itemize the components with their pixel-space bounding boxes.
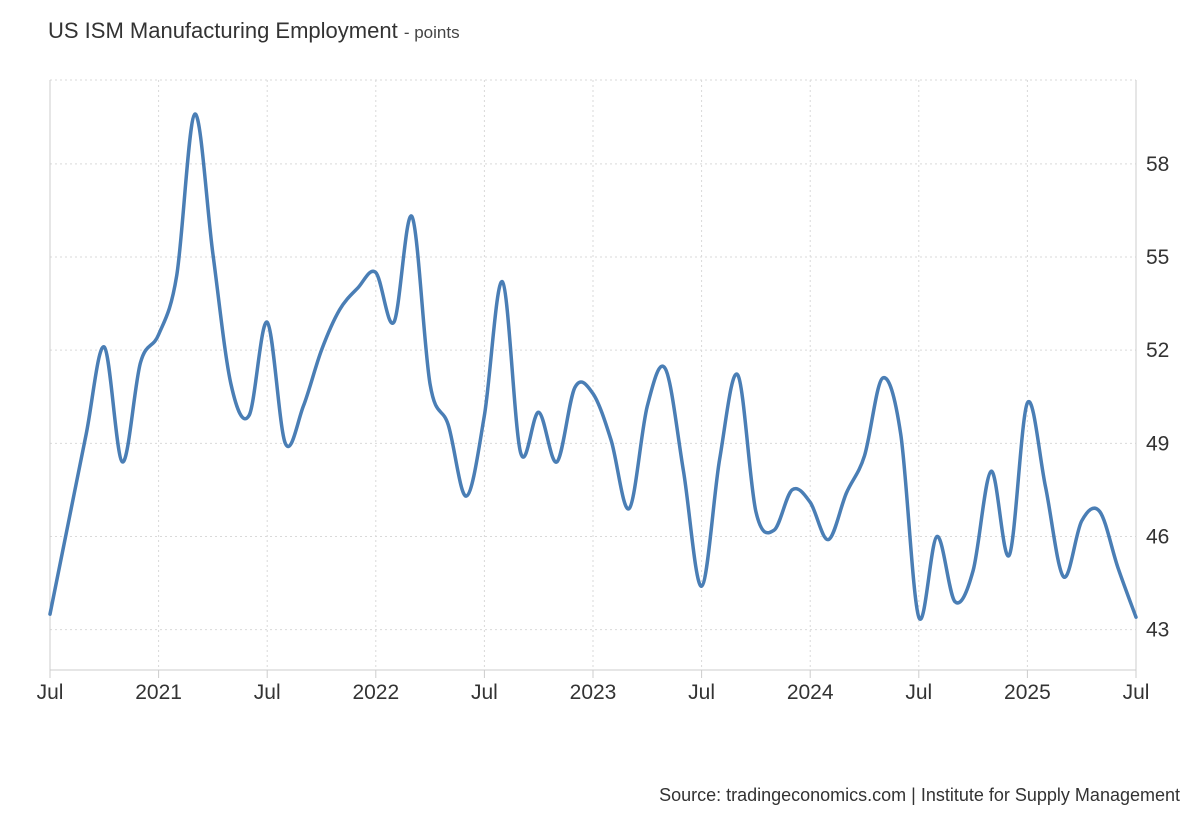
x-tick-label: Jul [1123, 681, 1150, 704]
x-tick-label: 2023 [570, 681, 617, 704]
x-tick-label: 2021 [135, 681, 182, 704]
grid-lines [49, 79, 1137, 670]
x-tick-label: 2022 [352, 681, 399, 704]
y-tick-label: 49 [1146, 432, 1169, 455]
chart-unit: - points [403, 23, 460, 42]
y-axis-labels: 43 46 49 52 55 58 [1146, 153, 1169, 642]
x-tick-label: Jul [37, 681, 64, 704]
y-tick-label: 55 [1146, 246, 1169, 269]
axes [49, 80, 1137, 678]
x-tick-label: Jul [254, 681, 281, 704]
series-line [48, 112, 1138, 621]
x-tick-label: Jul [471, 681, 498, 704]
y-tick-label: 43 [1146, 619, 1169, 642]
x-tick-label: Jul [905, 681, 932, 704]
source-note: Source: tradingeconomics.com | Institute… [659, 785, 1180, 805]
y-tick-label: 58 [1146, 153, 1169, 176]
chart-title: US ISM Manufacturing Employment - points [48, 18, 460, 44]
chart-title-text: US ISM Manufacturing Employment [48, 18, 398, 43]
x-tick-label: Jul [688, 681, 715, 704]
x-axis-labels: Jul 2021 Jul 2022 Jul 2023 Jul 2024 Jul 2025 Jul [37, 681, 1150, 704]
x-tick-label: 2025 [1004, 681, 1051, 704]
y-tick-label: 46 [1146, 525, 1169, 548]
y-tick-label: 52 [1146, 339, 1169, 362]
x-tick-label: 2024 [787, 681, 834, 704]
